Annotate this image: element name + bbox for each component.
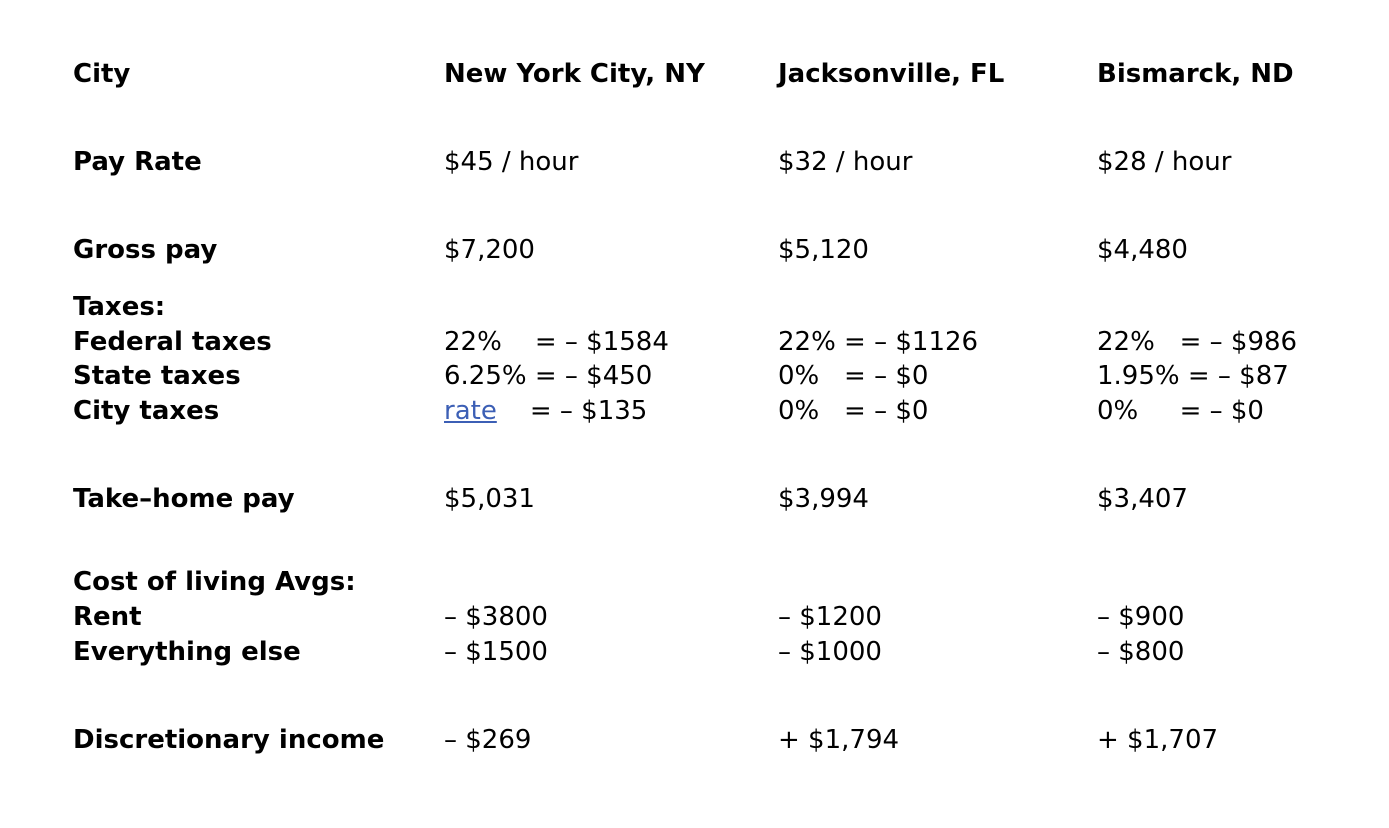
city-header-jacksonville: Jacksonville, FL [778,59,1005,89]
city-taxes-nyc: rate = – $135 [444,394,647,429]
discretionary-income-label: Discretionary income [73,725,385,755]
state-taxes-jacksonville: 0% = – $0 [778,361,929,391]
gross-pay-jacksonville: $5,120 [778,235,869,265]
taxes-section-label: Taxes: [73,292,166,322]
pay-rate-jacksonville: $32 / hour [778,147,913,177]
state-taxes-bismarck: 1.95% = – $87 [1097,361,1289,391]
rent-bismarck: – $900 [1097,602,1185,632]
take-home-pay-label: Take–home pay [73,484,295,514]
discretionary-income-nyc: – $269 [444,725,532,755]
discretionary-income-jacksonville: + $1,794 [778,725,900,755]
federal-taxes-jacksonville: 22% = – $1126 [778,327,979,357]
everything-else-label: Everything else [73,637,301,667]
pay-rate-bismarck: $28 / hour [1097,147,1232,177]
nyc-city-tax-rate-link[interactable]: rate [444,396,497,426]
federal-taxes-bismarck: 22% = – $986 [1097,327,1298,357]
cost-of-living-section-label: Cost of living Avgs: [73,567,356,597]
state-taxes-label: State taxes [73,361,241,391]
federal-taxes-label: Federal taxes [73,327,272,357]
pay-rate-nyc: $45 / hour [444,147,579,177]
gross-pay-bismarck: $4,480 [1097,235,1188,265]
everything-else-jacksonville: – $1000 [778,637,882,667]
city-taxes-jacksonville: 0% = – $0 [778,396,929,426]
city-header-nyc: New York City, NY [444,59,705,89]
city-taxes-label: City taxes [73,396,220,426]
rent-nyc: – $3800 [444,602,548,632]
federal-taxes-nyc: 22% = – $1584 [444,327,669,357]
gross-pay-nyc: $7,200 [444,235,535,265]
city-taxes-nyc-amount: = – $135 [496,396,648,426]
gross-pay-label: Gross pay [73,235,218,265]
city-header-label: City [73,59,131,89]
rent-jacksonville: – $1200 [778,602,882,632]
take-home-pay-nyc: $5,031 [444,484,535,514]
discretionary-income-bismarck: + $1,707 [1097,725,1219,755]
rent-label: Rent [73,602,142,632]
take-home-pay-bismarck: $3,407 [1097,484,1188,514]
take-home-pay-jacksonville: $3,994 [778,484,869,514]
everything-else-bismarck: – $800 [1097,637,1185,667]
city-taxes-bismarck: 0% = – $0 [1097,396,1264,426]
everything-else-nyc: – $1500 [444,637,548,667]
pay-rate-label: Pay Rate [73,147,202,177]
state-taxes-nyc: 6.25% = – $450 [444,361,653,391]
city-header-bismarck: Bismarck, ND [1097,59,1294,89]
